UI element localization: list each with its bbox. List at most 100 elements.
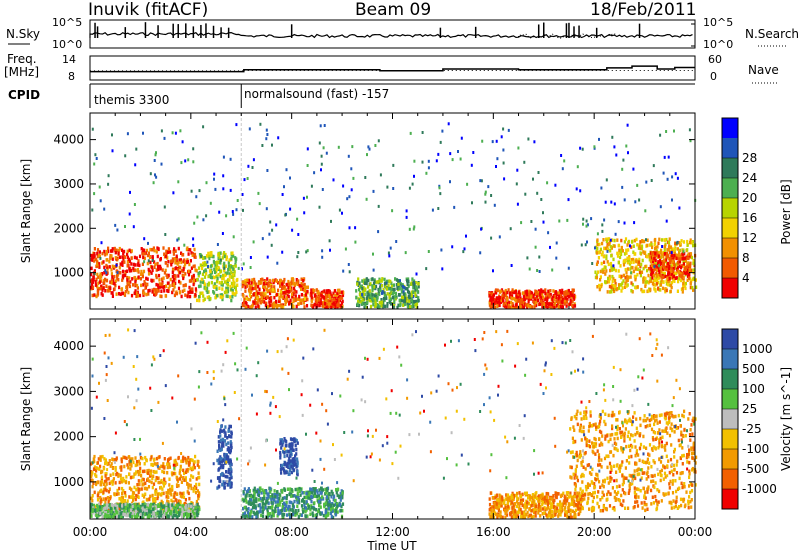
power-cell xyxy=(202,256,205,260)
velocity-cell xyxy=(150,480,153,485)
power-cell xyxy=(361,302,364,306)
velocity-cell xyxy=(252,488,255,493)
velocity-cell xyxy=(165,495,168,499)
power-cell xyxy=(670,251,673,255)
velocity-cell xyxy=(114,468,117,472)
power-cell xyxy=(563,299,566,303)
velocity-cell xyxy=(319,491,322,495)
power-cell xyxy=(383,277,386,282)
power-cell xyxy=(582,217,585,221)
velocity-cell xyxy=(171,488,174,492)
power-cell xyxy=(378,288,381,292)
velocity-cell xyxy=(184,458,187,463)
velocity-cell xyxy=(283,512,286,517)
power-cell xyxy=(535,289,538,294)
power-cell xyxy=(536,269,539,272)
power-cell xyxy=(400,290,403,294)
velocity-cell xyxy=(277,511,280,516)
velocity-cell xyxy=(105,472,108,476)
power-cell xyxy=(154,290,157,294)
velocity-cell xyxy=(109,506,112,511)
power-cell xyxy=(174,258,177,263)
station-title: Inuvik (fitACF) xyxy=(88,0,208,20)
velocity-cell xyxy=(333,498,336,503)
power-cell xyxy=(302,301,305,305)
power-cell xyxy=(100,241,103,245)
power-cell xyxy=(394,291,397,296)
velocity-cell xyxy=(334,508,337,513)
power-cell xyxy=(281,286,284,290)
power-cell xyxy=(484,190,487,194)
power-cell xyxy=(119,292,122,296)
power-cell xyxy=(665,237,668,242)
velocity-cell xyxy=(158,515,161,520)
nsky-right-tick-top: 10^5 xyxy=(703,16,733,29)
velocity-cell xyxy=(112,515,115,519)
power-cell xyxy=(244,289,247,293)
power-cell xyxy=(184,283,187,287)
velocity-cell xyxy=(150,510,153,514)
power-cell xyxy=(514,299,517,303)
power-cell xyxy=(392,187,395,190)
power-cell xyxy=(663,266,666,270)
velocity-cell xyxy=(172,471,175,476)
velocity-cell xyxy=(195,505,198,510)
power-cell xyxy=(561,300,564,305)
velocity-cell xyxy=(336,510,339,514)
power-cell xyxy=(505,301,508,305)
velocity-cell xyxy=(113,506,117,510)
power-cell xyxy=(681,271,684,276)
velocity-cell xyxy=(297,508,300,513)
power-cell xyxy=(654,258,657,262)
power-cell xyxy=(193,264,196,268)
velocity-cell xyxy=(336,493,339,498)
velocity-cell xyxy=(163,470,166,475)
power-cell xyxy=(626,278,629,282)
power-cell xyxy=(358,287,361,292)
power-cell xyxy=(210,271,214,275)
power-cell xyxy=(404,302,407,306)
power-cell xyxy=(391,209,394,213)
power-cell xyxy=(98,262,101,266)
power-cell xyxy=(688,268,691,272)
velocity-cell xyxy=(277,501,280,505)
velocity-cell xyxy=(185,470,188,474)
power-cell xyxy=(623,198,626,202)
power-cell xyxy=(675,276,678,280)
power-cell xyxy=(207,290,210,294)
power-cell xyxy=(534,245,537,249)
power-cell xyxy=(219,251,222,255)
velocity-cell xyxy=(181,476,185,481)
power-cell xyxy=(603,218,606,222)
power-cell xyxy=(118,292,121,296)
power-cell xyxy=(232,282,235,286)
velocity-cell xyxy=(267,495,270,499)
power-cell xyxy=(266,169,269,172)
velocity-cell xyxy=(162,491,165,496)
power-cell xyxy=(597,250,600,255)
power-cell xyxy=(683,252,686,256)
power-cell xyxy=(654,267,657,271)
velocity-cell xyxy=(138,510,141,514)
power-cell xyxy=(392,283,396,287)
power-cell xyxy=(511,302,514,306)
power-cell xyxy=(177,180,180,184)
power-cell xyxy=(190,266,193,270)
power-cell xyxy=(93,272,96,276)
power-cell xyxy=(92,278,95,282)
velocity-cell xyxy=(191,466,195,470)
power-cell xyxy=(643,289,646,294)
power-cell xyxy=(611,268,614,272)
power-cell xyxy=(249,305,252,309)
velocity-cell xyxy=(153,462,156,466)
velocity-cell xyxy=(93,454,96,459)
power-cell xyxy=(223,290,226,295)
power-cell xyxy=(237,266,240,270)
power-cell xyxy=(582,222,584,226)
power-cell xyxy=(190,251,193,255)
velocity-cell xyxy=(169,491,172,495)
velocity-cell xyxy=(161,469,164,474)
velocity-cell xyxy=(184,456,187,461)
freq-line xyxy=(90,65,695,73)
velocity-cell xyxy=(103,503,106,507)
